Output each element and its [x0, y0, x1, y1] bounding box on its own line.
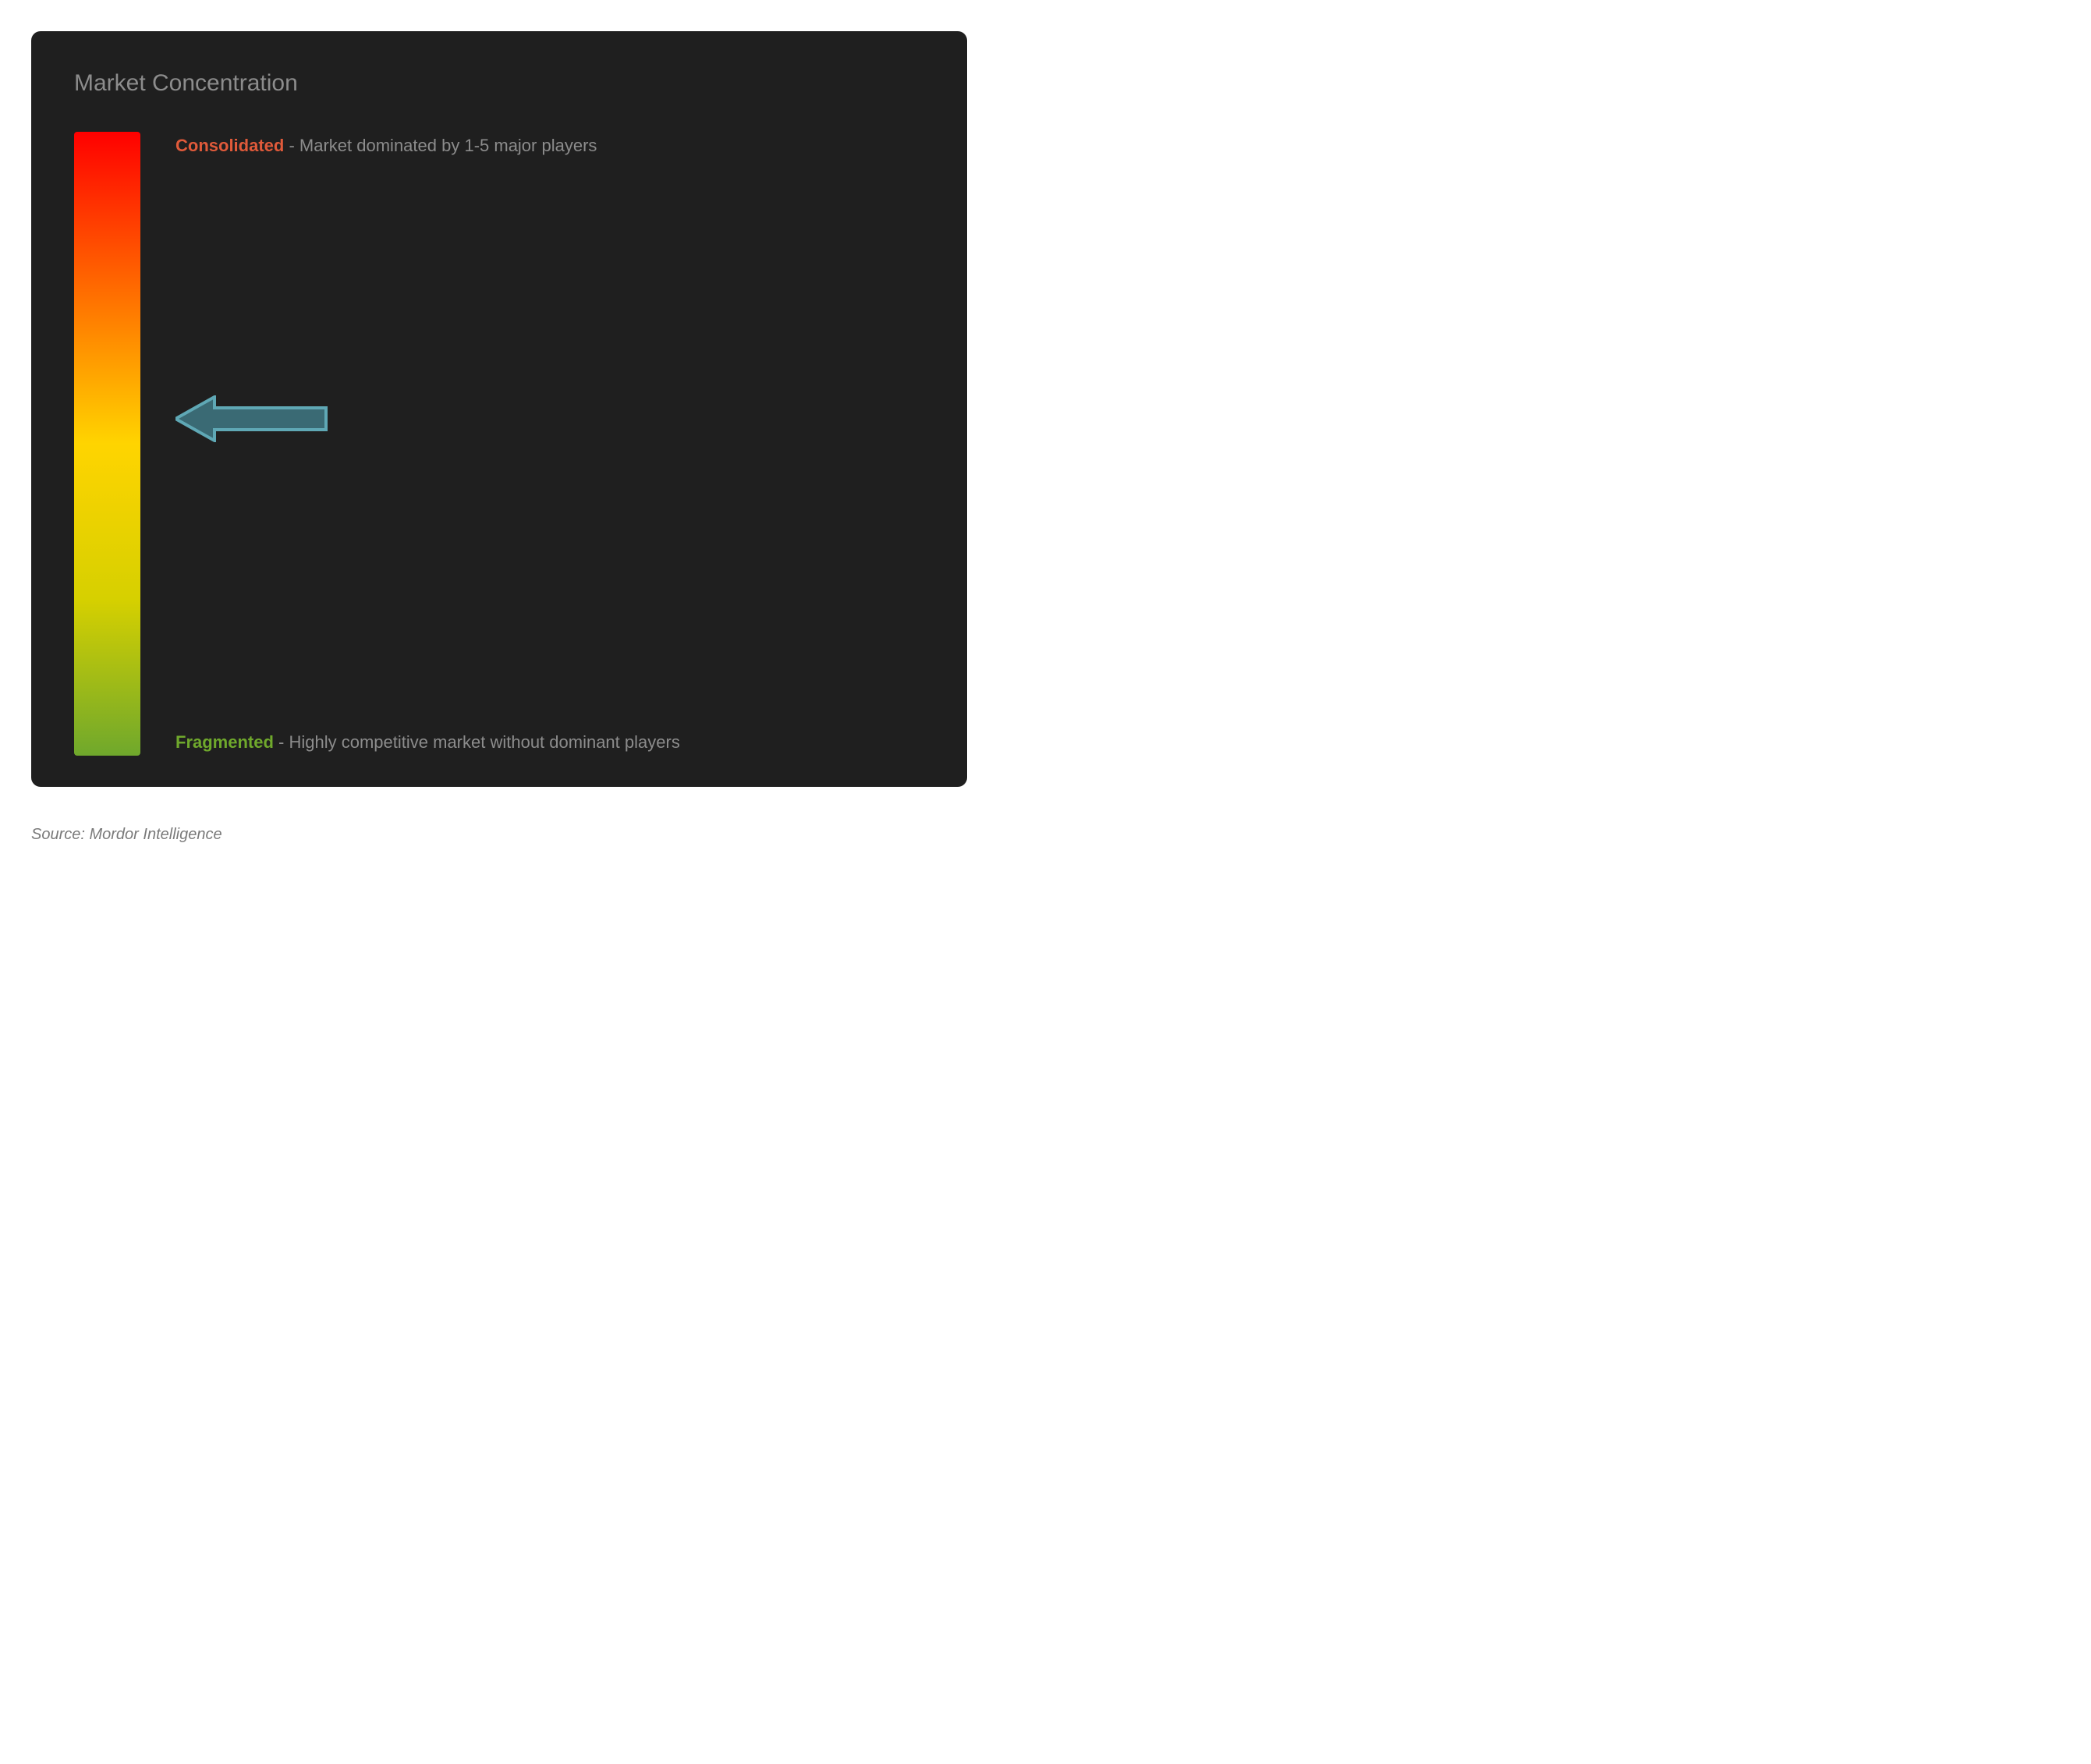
arrow-left-icon — [175, 395, 328, 442]
concentration-gradient-bar — [74, 132, 140, 756]
fragmented-label: Fragmented - Highly competitive market w… — [175, 728, 760, 756]
consolidated-key: Consolidated — [175, 136, 284, 155]
fragmented-desc: - Highly competitive market without domi… — [278, 732, 680, 752]
source-attribution: Source: Mordor Intelligence — [31, 826, 2060, 844]
card-title: Market Concentration — [74, 70, 924, 97]
content-row: Consolidated - Market dominated by 1-5 m… — [74, 132, 924, 756]
consolidated-label: Consolidated - Market dominated by 1-5 m… — [175, 132, 760, 159]
position-arrow — [175, 395, 328, 442]
market-concentration-card: Market Concentration Consolidated - Mark… — [31, 31, 967, 787]
consolidated-desc: - Market dominated by 1-5 major players — [289, 136, 597, 155]
fragmented-key: Fragmented — [175, 732, 274, 752]
labels-column: Consolidated - Market dominated by 1-5 m… — [175, 132, 924, 756]
